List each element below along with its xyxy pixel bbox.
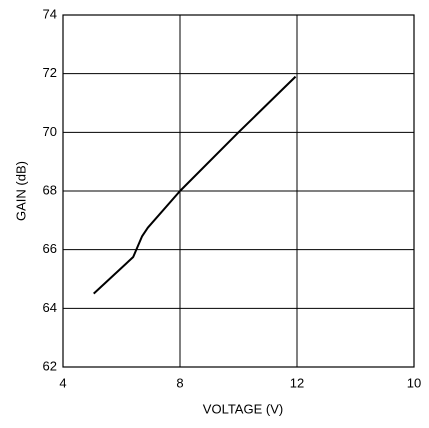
x-tick-label: 12 <box>290 375 304 390</box>
y-axis-label: GAIN (dB) <box>13 161 28 221</box>
x-tick-label: 10 <box>407 375 421 390</box>
y-tick-label: 72 <box>43 65 57 80</box>
y-tick-label: 68 <box>43 182 57 197</box>
y-tick-label: 70 <box>43 124 57 139</box>
y-tick-label: 62 <box>43 358 57 373</box>
x-axis-label: VOLTAGE (V) <box>203 401 283 416</box>
y-tick-label: 74 <box>43 6 57 21</box>
data-line <box>93 75 297 295</box>
plot-frame <box>62 14 415 368</box>
x-tick-label: 8 <box>176 375 183 390</box>
y-tick-label: 64 <box>43 300 57 315</box>
x-tick-label: 4 <box>59 375 66 390</box>
y-tick-label: 66 <box>43 241 57 256</box>
